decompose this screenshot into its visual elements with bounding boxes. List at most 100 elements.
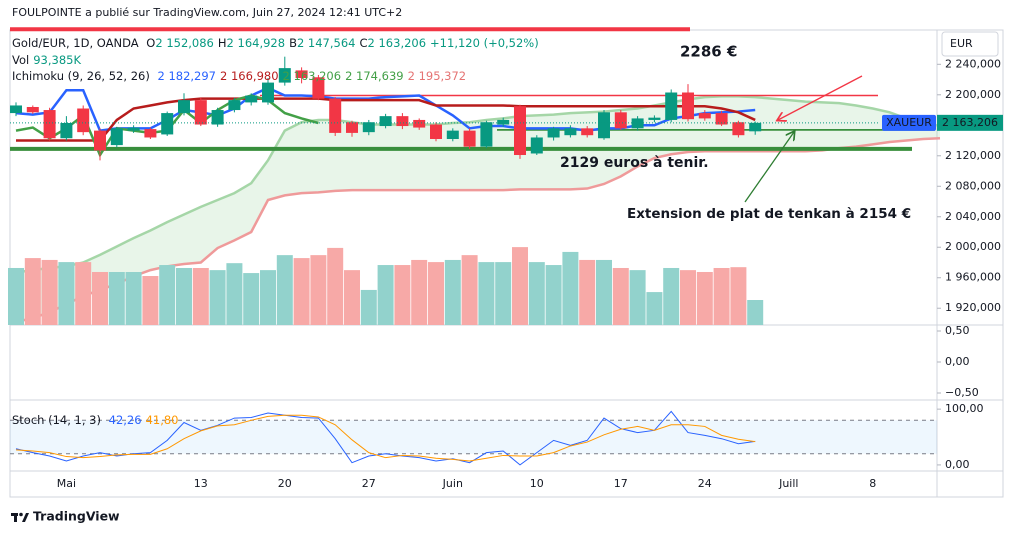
candle-body — [362, 122, 375, 133]
candle-body — [346, 122, 358, 133]
x-tick-label: Juin — [442, 477, 463, 490]
ichimoku-legend: Ichimoku (9, 26, 52, 26) 2 182,297 2 166,… — [12, 69, 470, 83]
volume-bar — [663, 267, 680, 325]
x-tick-label: 24 — [698, 477, 712, 490]
volume-bar — [612, 267, 629, 325]
currency: EUR — [950, 37, 973, 50]
stoch-title: Stoch (14, 1, 3) — [12, 413, 101, 427]
volume-bar — [92, 271, 108, 325]
candle-body — [614, 112, 627, 129]
x-tick-label: 27 — [362, 477, 376, 490]
annotation: 2286 € — [680, 43, 737, 61]
ohlc-key: B — [289, 36, 297, 50]
currency-box — [941, 31, 999, 57]
y-tick-label: 2 240,000 — [945, 57, 1001, 70]
symbol-badge-text: XAUEUR — [886, 116, 932, 129]
symbol-badge — [882, 114, 936, 131]
volume-bar — [108, 271, 125, 325]
volume-bar — [260, 270, 276, 325]
volume-bar — [596, 259, 612, 325]
ichimoku-value: 2 195,372 — [407, 69, 467, 83]
candle-body — [698, 113, 711, 119]
annotation: Extension de plat de tenkan à 2154 € — [627, 206, 911, 222]
volume-bar — [243, 273, 260, 325]
stoch-value: 41,80 — [145, 413, 179, 427]
stoch-value: 42,26 — [108, 413, 142, 427]
volume-bar — [646, 292, 663, 325]
ohlc-key: C — [359, 36, 368, 50]
x-tick-label: Mai — [57, 477, 76, 490]
ohlc-key: H — [217, 36, 227, 50]
volume-bar — [528, 262, 545, 325]
x-tick-label: 17 — [614, 477, 628, 490]
volume-bar — [293, 258, 310, 325]
volume-bar — [579, 259, 596, 325]
volume-bar — [444, 259, 461, 325]
volume-bar — [142, 276, 159, 325]
candle-body — [530, 137, 543, 154]
candle-body — [665, 92, 678, 120]
candle-body — [715, 113, 728, 125]
volume-bar — [512, 247, 528, 325]
cloud-fill — [16, 96, 940, 322]
volume-bar — [344, 270, 360, 325]
y-tick-label: 1 920,000 — [945, 301, 1001, 314]
y-tick-label: 2 040,000 — [945, 210, 1001, 223]
y-tick-label: 100,00 — [945, 402, 984, 415]
candle-body — [312, 77, 325, 99]
candle-body — [446, 130, 459, 140]
volume-value: 93,385K — [33, 53, 81, 67]
candle-body — [329, 98, 342, 133]
ohlc-value: 2 147,564 — [296, 36, 356, 50]
volume-bar — [125, 271, 142, 325]
candle-body — [631, 118, 644, 129]
candle-body — [430, 124, 442, 140]
candle-body — [564, 128, 577, 136]
candle-body — [127, 127, 140, 131]
volume-bar — [327, 247, 344, 325]
candle-body — [480, 122, 493, 147]
candle-body — [396, 116, 409, 127]
volume-bar — [360, 289, 377, 325]
volume-bar — [696, 271, 713, 325]
x-tick-label: 13 — [194, 477, 208, 490]
candle-body — [94, 130, 106, 151]
x-tick-label: 8 — [869, 477, 876, 490]
symbol: Gold/EUR, 1D, OANDA — [12, 36, 139, 50]
y-tick-label: −0,50 — [945, 386, 979, 399]
volume-bar — [276, 255, 293, 325]
volume-bar — [461, 255, 478, 325]
ohlc-key: O — [146, 36, 156, 50]
ichimoku-value: 2 166,980 — [220, 69, 279, 83]
volume-bar — [176, 267, 192, 325]
candle-body — [514, 106, 526, 156]
volume-bar — [713, 267, 730, 325]
volume-bar — [680, 270, 696, 325]
volume-bar — [394, 265, 411, 325]
volume-bar — [377, 265, 394, 325]
volume-bar — [545, 265, 562, 325]
ohlc-value: 2 164,928 — [226, 36, 286, 50]
volume-bar — [24, 258, 41, 325]
price-badge-text: 2 163,206 — [942, 116, 998, 129]
arrow — [744, 132, 794, 203]
candle-body — [547, 128, 560, 138]
candle-body — [110, 128, 123, 146]
volume-bar — [226, 263, 243, 325]
candle-body — [144, 129, 157, 138]
ichimoku-value: 2 182,297 — [157, 69, 216, 83]
candle-body — [598, 112, 610, 139]
span-a — [15, 95, 941, 274]
y-tick-label: 2 000,000 — [945, 240, 1001, 253]
candle-body — [732, 122, 745, 136]
attribution: FOULPOINTE a publié sur TradingView.com,… — [12, 6, 403, 19]
candle-body — [295, 70, 308, 79]
stoch-line — [15, 414, 756, 462]
candle-body — [413, 119, 426, 128]
candle-body — [77, 108, 90, 133]
candle-body — [379, 116, 392, 127]
y-tick-label: 0,00 — [945, 458, 970, 471]
ichimoku-line — [16, 97, 756, 142]
